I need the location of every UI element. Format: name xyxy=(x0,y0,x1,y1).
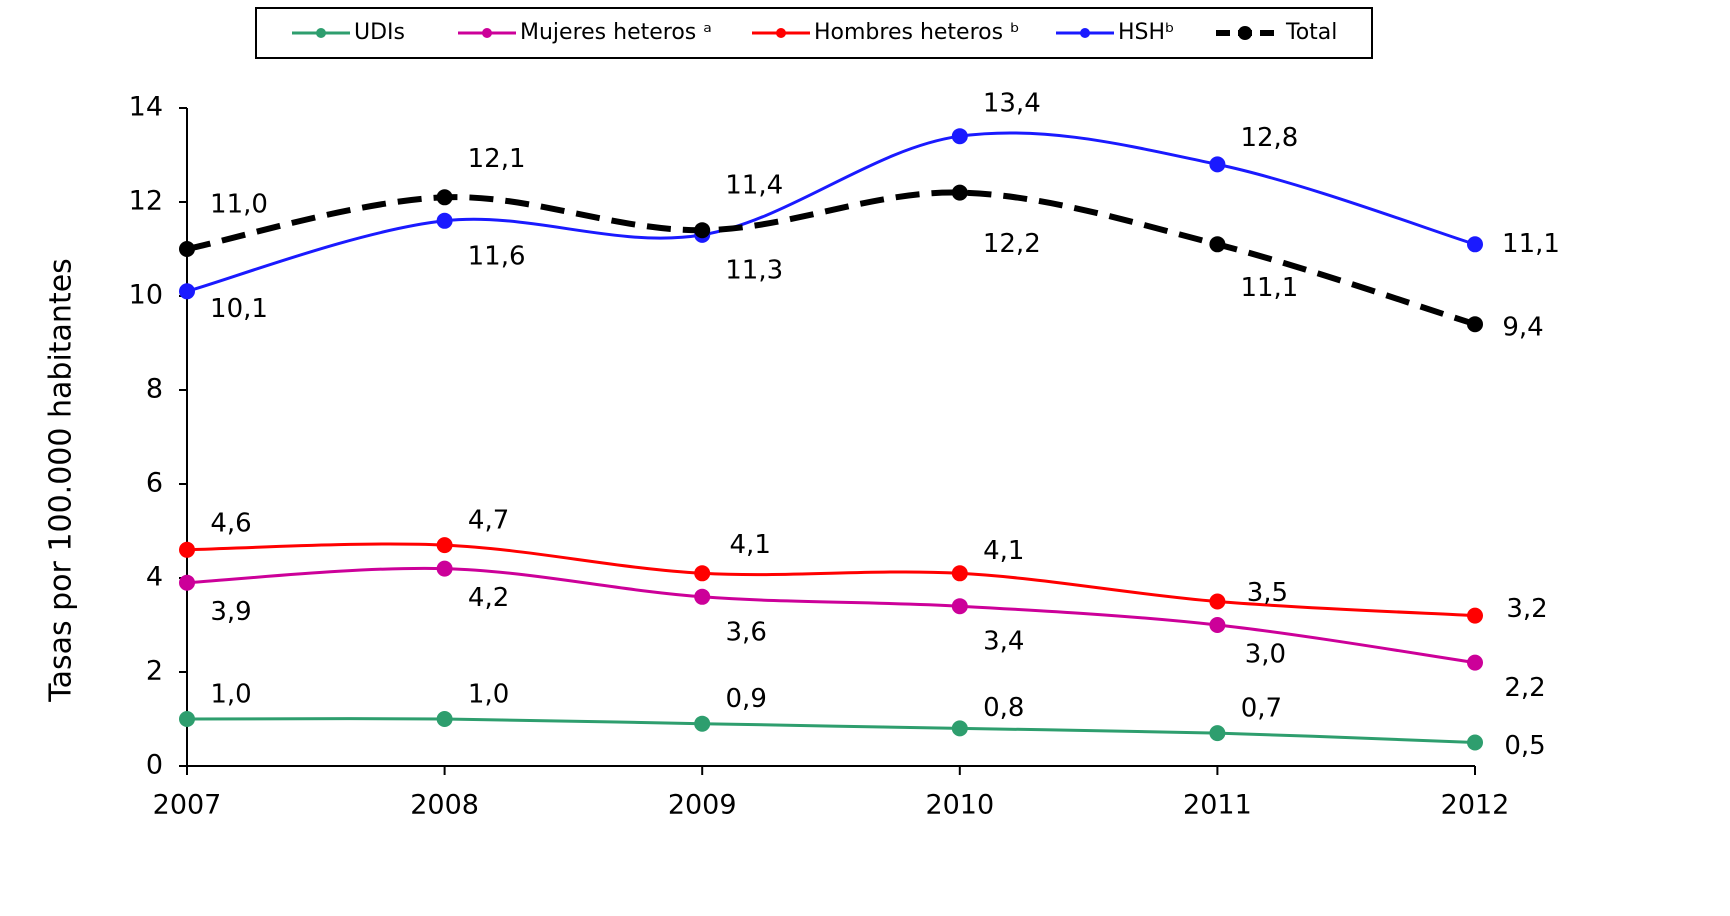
data-label: 11,4 xyxy=(725,171,783,201)
marker xyxy=(1209,725,1226,742)
y-axis-label: Tasas por 100.000 habitantes xyxy=(44,258,79,703)
marker xyxy=(436,189,453,206)
data-label: 3,0 xyxy=(1245,640,1286,670)
marker xyxy=(179,541,195,558)
data-label: 4,2 xyxy=(468,583,509,613)
data-label: 4,1 xyxy=(730,530,771,560)
marker xyxy=(951,184,968,201)
series-line xyxy=(186,131,1476,293)
data-label: 13,4 xyxy=(983,89,1041,119)
data-label: 11,3 xyxy=(725,255,783,285)
data-label: 4,6 xyxy=(210,508,251,538)
data-label: 3,9 xyxy=(210,597,251,627)
marker xyxy=(1467,734,1483,751)
marker xyxy=(1467,607,1483,624)
marker xyxy=(951,565,968,582)
legend-marker xyxy=(316,28,326,38)
marker xyxy=(179,711,195,727)
marker xyxy=(694,565,711,582)
legend-box xyxy=(255,7,1373,59)
x-tick-label: 2010 xyxy=(925,790,994,821)
data-label: 0,7 xyxy=(1241,694,1282,724)
legend-marker xyxy=(1080,28,1090,38)
legend-marker xyxy=(482,28,492,38)
data-label: 11,1 xyxy=(1240,273,1298,303)
legend-marker xyxy=(776,28,786,38)
data-label: 12,2 xyxy=(983,229,1041,259)
legend-label: Mujeres heteros ᵃ xyxy=(520,20,712,45)
data-label: 11,6 xyxy=(468,241,526,271)
series-line xyxy=(186,542,1476,618)
data-label: 11,1 xyxy=(1502,229,1560,259)
data-label: 12,1 xyxy=(468,144,526,174)
marker xyxy=(436,212,453,229)
data-label: 0,8 xyxy=(983,693,1024,723)
data-label: 3,6 xyxy=(726,617,767,647)
marker xyxy=(436,537,453,554)
marker xyxy=(1467,236,1483,253)
y-tick-label: 6 xyxy=(146,468,163,499)
y-tick-label: 8 xyxy=(146,374,163,405)
series-line xyxy=(186,566,1476,665)
y-tick-label: 14 xyxy=(129,92,163,123)
legend-label: UDIs xyxy=(354,20,405,45)
legend-label: HSHᵇ xyxy=(1118,20,1174,45)
marker xyxy=(1209,156,1226,173)
data-label: 4,1 xyxy=(983,536,1024,566)
data-label: 0,9 xyxy=(726,684,767,714)
data-label: 9,4 xyxy=(1502,313,1543,343)
x-tick-label: 2011 xyxy=(1183,790,1252,821)
marker xyxy=(436,711,453,727)
marker xyxy=(694,588,711,605)
marker xyxy=(951,598,968,615)
marker xyxy=(1209,236,1226,253)
y-tick-label: 10 xyxy=(129,280,163,311)
data-label: 11,0 xyxy=(210,190,268,220)
y-tick-label: 0 xyxy=(146,750,163,781)
data-label: 10,1 xyxy=(210,294,268,324)
data-label: 3,4 xyxy=(983,627,1024,657)
marker xyxy=(694,715,711,732)
x-tick-label: 2007 xyxy=(153,790,222,821)
data-label: 4,7 xyxy=(468,506,509,536)
data-label: 12,8 xyxy=(1240,123,1298,153)
legend-label: Total xyxy=(1285,20,1337,45)
data-label: 2,2 xyxy=(1504,673,1545,703)
data-label: 1,0 xyxy=(210,680,251,710)
data-label: 1,0 xyxy=(468,680,509,710)
data-label: 3,2 xyxy=(1506,594,1547,624)
y-tick-label: 4 xyxy=(146,562,163,593)
marker xyxy=(694,222,711,239)
marker xyxy=(1209,617,1226,633)
series-line xyxy=(186,189,1476,328)
legend-marker xyxy=(1238,26,1252,40)
marker xyxy=(179,241,195,257)
marker xyxy=(1467,316,1483,333)
y-tick-label: 2 xyxy=(146,656,163,687)
marker xyxy=(179,283,195,300)
x-tick-label: 2009 xyxy=(668,790,737,821)
legend-label: Hombres heteros ᵇ xyxy=(814,20,1020,45)
x-tick-label: 2012 xyxy=(1441,790,1510,821)
marker xyxy=(436,560,453,577)
marker xyxy=(179,574,195,591)
y-tick-label: 12 xyxy=(129,186,163,217)
series-line xyxy=(186,717,1476,744)
marker xyxy=(1467,654,1483,671)
data-label: 3,5 xyxy=(1247,578,1288,608)
x-tick-label: 2008 xyxy=(410,790,479,821)
marker xyxy=(951,720,968,737)
marker xyxy=(1209,593,1226,610)
data-label: 0,5 xyxy=(1504,731,1545,761)
marker xyxy=(951,128,968,145)
